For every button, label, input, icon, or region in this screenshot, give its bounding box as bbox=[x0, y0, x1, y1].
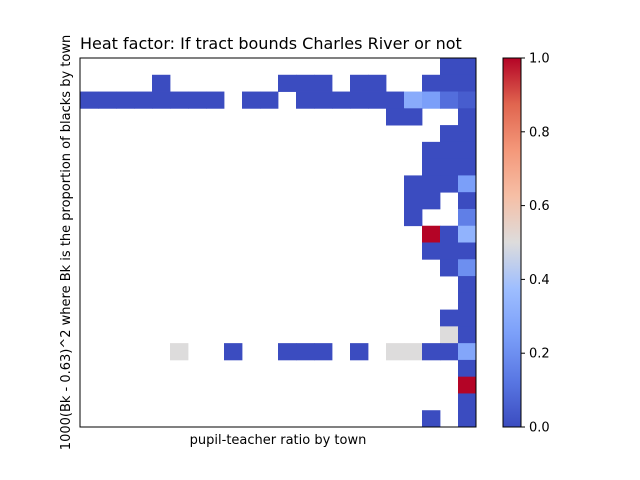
heatmap-cell bbox=[278, 74, 297, 92]
heatmap-cell bbox=[296, 343, 315, 361]
heatmap-cell bbox=[404, 192, 423, 210]
heatmap-cell bbox=[422, 158, 441, 176]
heatmap-cell bbox=[332, 91, 351, 109]
heatmap-cell bbox=[314, 343, 333, 361]
heatmap-cell bbox=[422, 74, 441, 92]
heatmap-cell bbox=[386, 91, 405, 109]
heatmap-cell bbox=[260, 91, 279, 109]
heatmap-cell bbox=[440, 91, 459, 109]
colorbar bbox=[502, 57, 522, 428]
heatmap-cell bbox=[242, 91, 261, 109]
heatmap-cell bbox=[404, 91, 423, 109]
heatmap-cell bbox=[296, 91, 315, 109]
heatmap-cell bbox=[440, 326, 459, 344]
colorbar-tick-label: 0.4 bbox=[529, 273, 550, 288]
y-axis-label: 1000(Bk - 0.63)^2 where Bk is the propor… bbox=[59, 35, 74, 450]
heatmap-cell bbox=[440, 125, 459, 143]
heatmap-cell bbox=[440, 242, 459, 260]
heatmap-cell bbox=[458, 343, 477, 361]
heatmap-cell bbox=[458, 326, 477, 344]
heatmap-cell bbox=[350, 74, 369, 92]
heatmap-cell bbox=[458, 125, 477, 143]
heatmap-cell bbox=[440, 158, 459, 176]
heatmap-cell bbox=[458, 259, 477, 277]
heatmap-cell bbox=[458, 192, 477, 210]
heatmap-cell bbox=[422, 410, 441, 428]
heatmap-cell bbox=[404, 208, 423, 227]
heatmap-cell bbox=[350, 343, 369, 361]
heatmap-cell bbox=[80, 91, 99, 109]
heatmap-cell bbox=[458, 393, 477, 411]
heatmap-cell bbox=[368, 91, 387, 109]
colorbar-ticks: 0.0 0.2 0.4 0.6 0.8 1.0 bbox=[521, 52, 550, 436]
heatmap-cell bbox=[458, 359, 477, 378]
heatmap-cell bbox=[278, 343, 297, 361]
heatmap-cell bbox=[458, 208, 477, 227]
heatmap-cell bbox=[458, 242, 477, 260]
heatmap-cell bbox=[152, 74, 171, 92]
colorbar-tick-label: 0.6 bbox=[529, 199, 550, 214]
heatmap-cell bbox=[458, 276, 477, 294]
heatmap-cell bbox=[422, 141, 441, 160]
heatmap-cell bbox=[458, 74, 477, 92]
heatmap-cell bbox=[440, 74, 459, 92]
heatmap-cell bbox=[404, 175, 423, 193]
heatmap-cell bbox=[404, 108, 423, 126]
heatmap-cell bbox=[458, 175, 477, 193]
heatmap-cell bbox=[440, 259, 459, 277]
x-axis-label: pupil-teacher ratio by town bbox=[190, 433, 367, 448]
heatmap-cell bbox=[458, 58, 477, 76]
heatmap-cell bbox=[458, 158, 477, 176]
heatmap-cell bbox=[458, 410, 477, 428]
heatmap-cell bbox=[458, 309, 477, 327]
heatmap-cell bbox=[314, 74, 333, 92]
heatmap-cell bbox=[170, 91, 189, 109]
heatmap-cell bbox=[440, 141, 459, 160]
heatmap-cell bbox=[134, 91, 153, 109]
heatmap-cell bbox=[224, 343, 243, 361]
heatmap-cell bbox=[440, 58, 459, 76]
heatmap-cell bbox=[422, 175, 441, 193]
heatmap-cell bbox=[170, 343, 189, 361]
heatmap-cell bbox=[422, 192, 441, 210]
heatmap-cell bbox=[98, 91, 117, 109]
heatmap-cell bbox=[440, 175, 459, 193]
heatmap-cell bbox=[440, 343, 459, 361]
heatmap-cell bbox=[422, 242, 441, 260]
heatmap-cell bbox=[422, 91, 441, 109]
heatmap-cell bbox=[458, 376, 477, 394]
colorbar-tick-label: 1.0 bbox=[529, 52, 550, 67]
colorbar-tick-label: 0.8 bbox=[529, 125, 550, 140]
heatmap-cell bbox=[386, 108, 405, 126]
heatmap-cell bbox=[422, 225, 441, 243]
heatmap-cell bbox=[440, 225, 459, 243]
heatmap-cell bbox=[458, 91, 477, 109]
heatmap-cell bbox=[386, 343, 405, 361]
heatmap-cell bbox=[458, 108, 477, 126]
heatmap-cell bbox=[188, 91, 207, 109]
heatmap-cell bbox=[458, 292, 477, 310]
heatmap-cell bbox=[116, 91, 135, 109]
heatmap-cell bbox=[296, 74, 315, 92]
heatmap-cell bbox=[314, 91, 333, 109]
heatmap-cell bbox=[458, 141, 477, 160]
heatmap-cell bbox=[152, 91, 171, 109]
chart-title: Heat factor: If tract bounds Charles Riv… bbox=[80, 34, 462, 53]
heatmap-cell bbox=[458, 225, 477, 243]
colorbar-tick-label: 0.2 bbox=[529, 347, 550, 362]
heatmap-cell bbox=[350, 91, 369, 109]
plot-frame bbox=[79, 57, 477, 428]
heatmap-cells bbox=[80, 58, 477, 428]
heatmap-cell bbox=[440, 309, 459, 327]
heatmap-cell bbox=[206, 91, 225, 109]
heatmap-cell bbox=[404, 343, 423, 361]
heatmap-cell bbox=[368, 74, 387, 92]
colorbar-tick-label: 0.0 bbox=[529, 421, 550, 436]
heatmap-cell bbox=[422, 343, 441, 361]
